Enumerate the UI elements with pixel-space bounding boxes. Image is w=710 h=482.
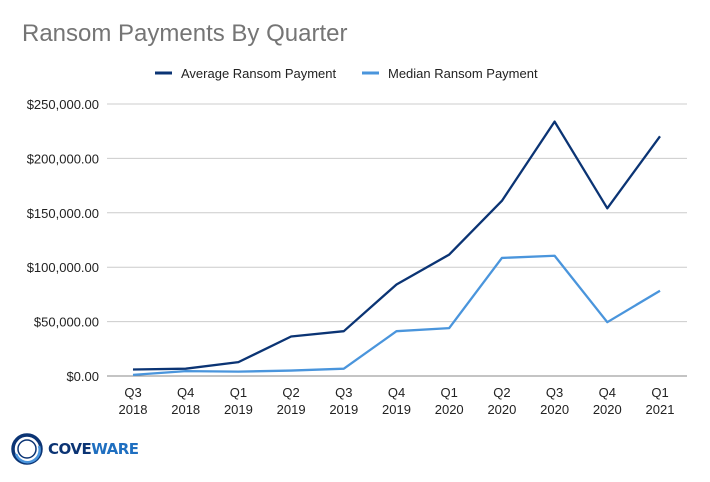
y-tick-label: $50,000.00: [34, 315, 99, 330]
x-tick-label: 2019: [382, 402, 411, 417]
x-tick-label: Q1: [230, 385, 247, 400]
x-tick-label: Q2: [493, 385, 510, 400]
x-tick-label: 2019: [329, 402, 358, 417]
x-tick-label: Q4: [177, 385, 194, 400]
x-tick-label: Q3: [335, 385, 352, 400]
y-tick-label: $0.00: [66, 369, 99, 384]
coveware-logo: COVEWARE: [10, 432, 139, 466]
x-tick-label: 2019: [224, 402, 253, 417]
x-tick-label: 2020: [487, 402, 516, 417]
chart-title: Ransom Payments By Quarter: [22, 20, 348, 47]
x-tick-label: 2018: [119, 402, 148, 417]
logo-rings-icon: [11, 433, 43, 465]
y-tick-label: $100,000.00: [27, 260, 99, 275]
x-tick-label: 2018: [171, 402, 200, 417]
line-chart: $0.00 $50,000.00 $100,000.00 $150,000.00 $20…: [27, 66, 687, 417]
x-tick-label: Q1: [441, 385, 458, 400]
logo-text-ware: WARE: [91, 440, 139, 458]
x-tick-label: Q3: [124, 385, 141, 400]
y-tick-label: $250,000.00: [27, 97, 99, 112]
logo-text-cove: COVE: [48, 440, 92, 458]
x-tick-label: 2020: [435, 402, 464, 417]
x-tick-label: Q4: [388, 385, 405, 400]
x-tick-label: 2019: [277, 402, 306, 417]
legend-label: Median Ransom Payment: [388, 66, 538, 81]
x-tick-label: Q1: [651, 385, 668, 400]
legend-label: Average Ransom Payment: [181, 66, 337, 81]
x-tick-label: 2020: [540, 402, 569, 417]
x-tick-label: 2021: [646, 402, 675, 417]
y-tick-label: $200,000.00: [27, 151, 99, 166]
series-line-median: [132, 254, 661, 377]
x-tick-label: 2020: [593, 402, 622, 417]
x-tick-label: Q2: [282, 385, 299, 400]
y-tick-label: $150,000.00: [27, 206, 99, 221]
x-tick-label: Q4: [599, 385, 616, 400]
x-tick-label: Q3: [546, 385, 563, 400]
